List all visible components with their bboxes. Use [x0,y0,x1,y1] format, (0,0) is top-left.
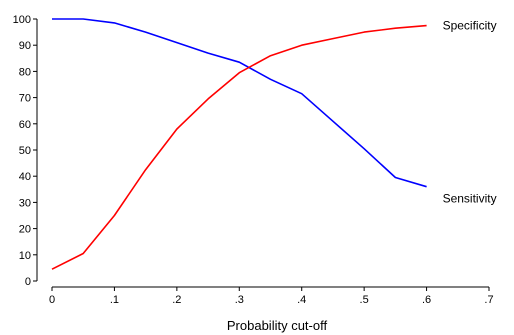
y-tick-label: 0 [25,276,31,288]
series-line-specificity [51,24,427,270]
series-label-specificity: Specificity [443,19,497,33]
y-axis: 0 10 20 30 40 50 60 70 80 90 100 [13,14,38,288]
y-tick-label: 20 [19,224,31,236]
x-tick-label: 0 [49,294,55,306]
x-tick-label: .3 [235,294,244,306]
x-tick-label: .7 [484,294,493,306]
x-tick-label: .6 [422,294,431,306]
x-tick-label: .5 [360,294,369,306]
series-label-sensitivity: Sensitivity [443,192,497,206]
y-tick-label: 30 [19,197,31,209]
y-tick-label: 90 [19,40,31,52]
y-tick-label: 40 [19,171,31,183]
y-tick-label: 80 [19,66,31,78]
x-axis: 0 .1 .2 .3 .4 .5 .6 .7 [49,286,494,306]
x-tick-label: .1 [110,294,119,306]
series-line-sensitivity [52,18,427,188]
series-layer [51,18,427,270]
y-tick-label: 100 [13,14,31,26]
y-tick-label: 10 [19,250,31,262]
x-axis-label: Probability cut-off [227,318,328,333]
y-tick-label: 60 [19,119,31,131]
x-tick-label: .2 [172,294,181,306]
label-layer: Sensitivity Specificity [443,19,497,206]
y-tick-label: 50 [19,145,31,157]
x-tick-label: .4 [297,294,306,306]
y-tick-label: 70 [19,93,31,105]
